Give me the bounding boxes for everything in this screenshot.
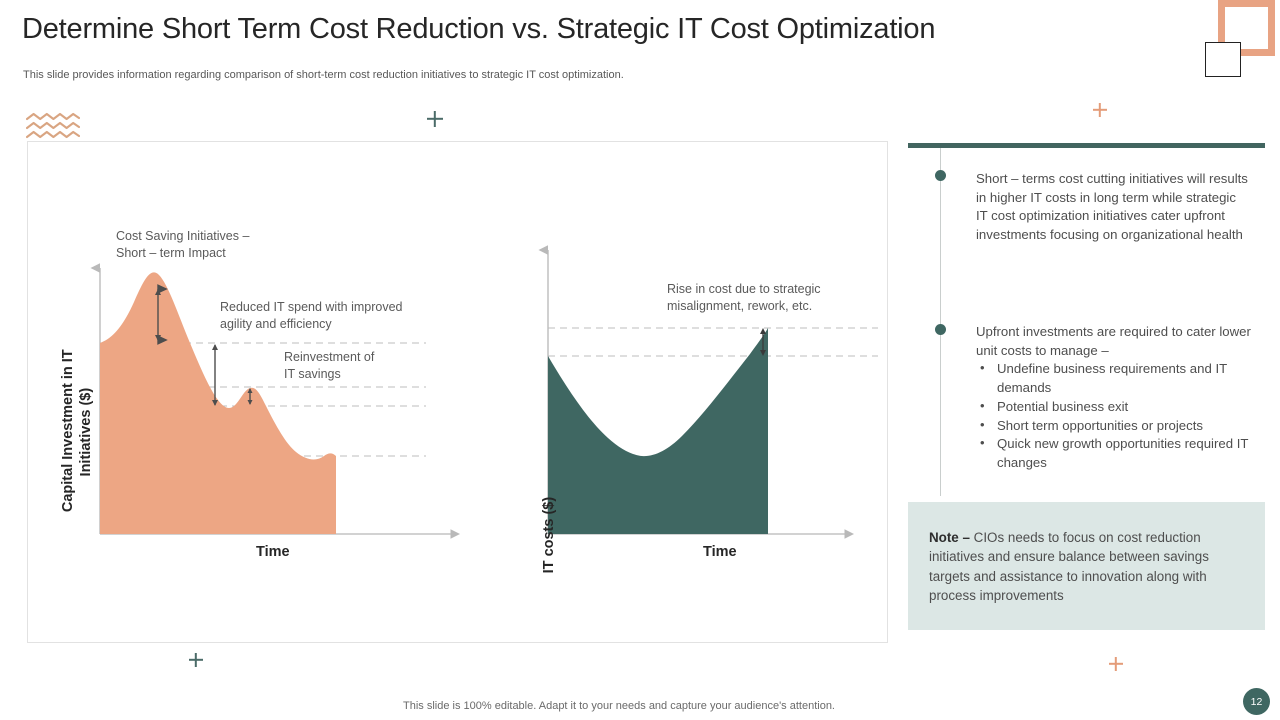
charts-svg: [90, 245, 878, 539]
rail-bullet-1: Short – terms cost cutting initiatives w…: [976, 171, 1248, 243]
rail-vertical-line: [940, 148, 941, 496]
rail-bullet-2-sublist: Undefine business requirements and IT de…: [976, 359, 1254, 472]
page-title: Determine Short Term Cost Reduction vs. …: [22, 13, 936, 45]
right-chart-x-axis-label: Time: [703, 544, 737, 560]
left-chart-x-axis-label: Time: [256, 544, 290, 560]
sub-list-item: Quick new growth opportunities required …: [976, 434, 1254, 472]
note-body: CIOs needs to focus on cost reduction in…: [929, 530, 1209, 604]
note-text: Note – CIOs needs to focus on cost reduc…: [929, 528, 1229, 606]
footer-note: This slide is 100% editable. Adapt it to…: [403, 700, 835, 712]
annotation-reinvestment-of-it-savings: Reinvestment of IT savings: [284, 350, 375, 381]
rail-bullet-2: Upfront investments are required to cate…: [976, 323, 1254, 473]
charts-panel: Capital Investment in IT Initiatives ($)…: [27, 141, 888, 643]
decorative-orange-square: [1218, 0, 1275, 56]
rail-bullet-2-lead: Upfront investments are required to cate…: [976, 324, 1251, 358]
plus-icon-top-right: [1093, 103, 1107, 117]
zigzag-decoration-icon: [25, 112, 81, 140]
bullet-dot-2: [935, 324, 946, 335]
page-number-badge: 12: [1243, 688, 1270, 715]
rail-accent-bar: [908, 143, 1265, 148]
right-chart-area: [548, 328, 768, 534]
left-chart-y-axis-label: Capital Investment in IT Initiatives ($): [59, 349, 94, 513]
plus-icon-bottom-left: [189, 653, 203, 667]
right-chart-y-axis-label: IT costs ($): [540, 496, 557, 574]
annotation-cost-saving-initiatives: Cost Saving Initiatives – Short – term I…: [116, 229, 250, 260]
decorative-black-square: [1205, 42, 1241, 77]
page-subtitle: This slide provides information regardin…: [23, 69, 624, 81]
plus-icon-bottom-right: [1109, 657, 1123, 671]
note-label: Note –: [929, 530, 974, 545]
sub-list-item: Undefine business requirements and IT de…: [976, 359, 1254, 397]
sub-list-item: Short term opportunities or projects: [976, 416, 1254, 436]
bullet-dot-1: [935, 170, 946, 181]
plus-icon-top-center: [427, 111, 443, 127]
sub-list-item: Potential business exit: [976, 397, 1254, 417]
annotation-rise-in-cost: Rise in cost due to strategic misalignme…: [667, 282, 821, 313]
note-box: Note – CIOs needs to focus on cost reduc…: [908, 502, 1265, 630]
annotation-reduced-it-spend: Reduced IT spend with improved agility a…: [220, 300, 403, 331]
